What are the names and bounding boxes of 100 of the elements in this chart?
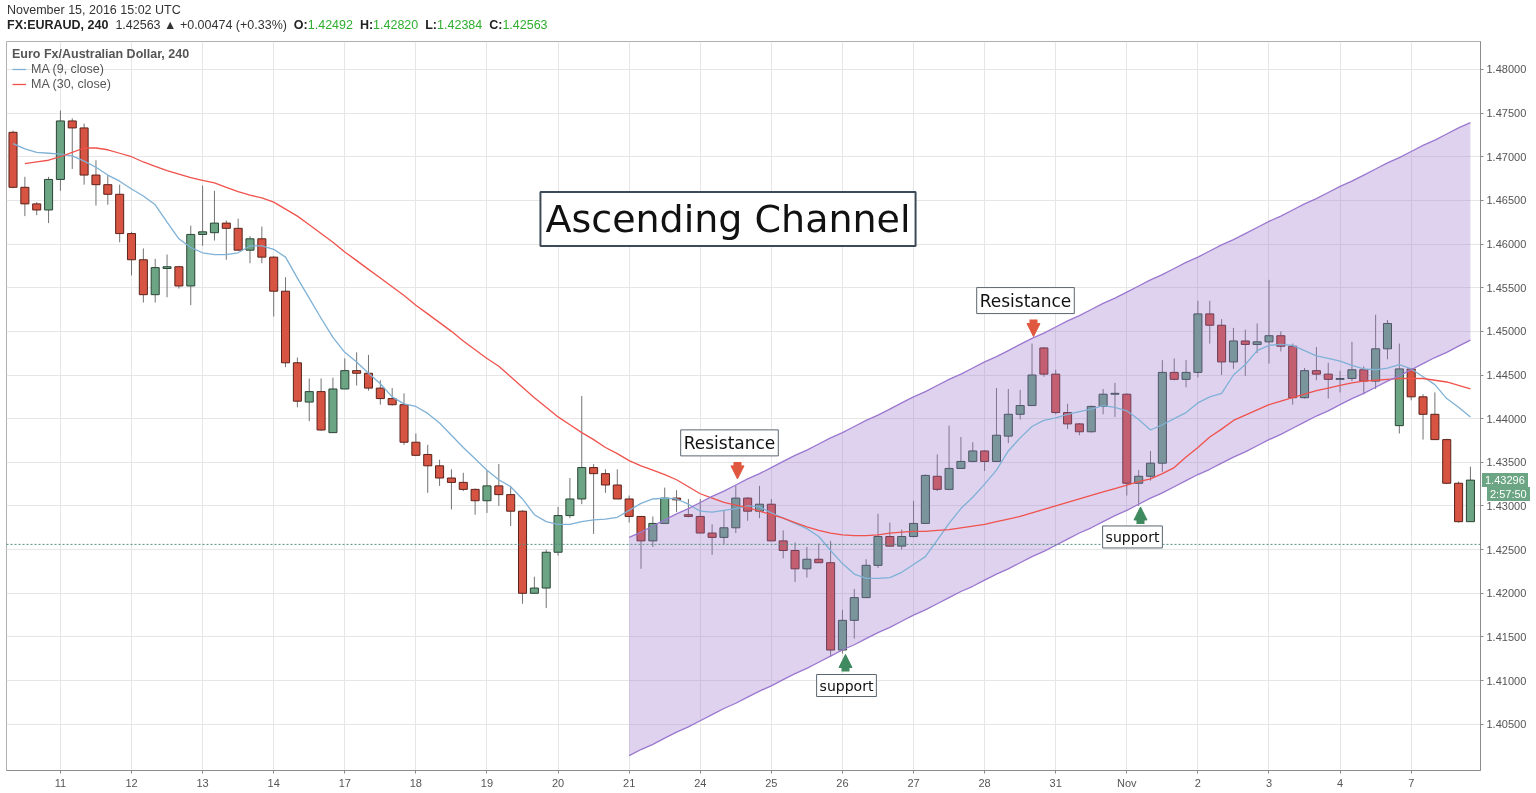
text: H:1.42820	[359, 18, 419, 32]
candlestick	[20, 176, 30, 217]
candlestick	[565, 477, 575, 519]
candlestick	[589, 463, 599, 535]
candlestick	[849, 588, 859, 640]
candlestick	[1347, 341, 1357, 382]
text: C:1.42563	[489, 18, 548, 32]
candlestick	[1015, 389, 1025, 421]
annotation: support	[819, 677, 874, 694]
y-tick-label: 1.43500	[1486, 456, 1527, 469]
candlestick	[600, 468, 610, 494]
candlestick	[423, 444, 433, 494]
x-tick-label: 18	[409, 776, 423, 789]
candlestick	[1335, 370, 1345, 393]
candlestick	[802, 546, 812, 579]
y-tick-label: 1.41000	[1486, 674, 1527, 687]
candlestick	[719, 509, 729, 545]
annotation: support	[1105, 528, 1160, 545]
y-tick-label: 1.41500	[1486, 630, 1527, 643]
text: 1.42563 ▲ +0.00474 (+0.33%)	[115, 18, 287, 32]
legend-label: MA (30, close)	[31, 77, 111, 91]
candlestick	[91, 159, 101, 207]
candlestick	[340, 357, 350, 390]
y-tick-label: 1.45500	[1486, 281, 1527, 294]
x-tick-label: 26	[836, 776, 849, 789]
y-tick-label: 1.44000	[1486, 412, 1527, 425]
candlestick	[209, 190, 219, 242]
candlestick	[1311, 346, 1321, 381]
candlestick	[162, 254, 172, 298]
candlestick	[103, 174, 113, 206]
x-tick-label: 13	[196, 776, 209, 789]
candlestick	[612, 468, 622, 500]
candlestick	[245, 235, 255, 264]
candlestick	[470, 488, 480, 516]
candlestick	[1240, 329, 1250, 377]
candlestick	[1323, 362, 1333, 400]
y-tick-label: 1.47000	[1486, 150, 1527, 163]
text: 2:57:50	[1487, 486, 1530, 501]
y-tick-label: 1.45000	[1486, 325, 1527, 338]
candlestick	[1228, 327, 1238, 370]
candlestick	[1359, 365, 1369, 395]
candlestick	[897, 529, 907, 551]
candlestick	[956, 436, 966, 469]
x-tick-label: 14	[267, 776, 280, 789]
candlestick	[494, 463, 504, 507]
candlestick	[624, 494, 634, 524]
candlestick	[778, 529, 788, 559]
candlestick	[707, 523, 717, 556]
annotation: Resistance	[683, 432, 776, 453]
candlestick	[233, 218, 243, 252]
candlestick	[1110, 382, 1120, 418]
candlestick	[363, 354, 374, 392]
candlestick	[1276, 330, 1286, 352]
legend-label: MA (9, close)	[31, 62, 104, 76]
candlestick	[375, 379, 385, 406]
candlestick	[885, 522, 895, 548]
candlestick	[944, 425, 954, 491]
candlestick	[1098, 388, 1108, 415]
candlestick	[221, 219, 231, 261]
x-tick-label: 7	[1408, 776, 1415, 789]
y-tick-label: 1.46500	[1486, 194, 1527, 207]
x-tick-label: 17	[338, 776, 351, 789]
x-tick-label: 19	[480, 776, 494, 789]
candlestick	[1145, 450, 1156, 482]
candlestick	[304, 378, 314, 422]
candlestick	[1264, 279, 1274, 365]
candlestick	[1205, 300, 1215, 345]
x-tick-label: 31	[1049, 776, 1062, 789]
y-tick-label: 1.46000	[1486, 238, 1527, 251]
y-tick-label: 1.43000	[1486, 499, 1527, 512]
candlestick	[257, 226, 267, 264]
candlestick	[446, 468, 456, 510]
text: Ascending Channel	[545, 197, 911, 241]
x-tick-label: 12	[125, 776, 138, 789]
x-tick-label: 20	[551, 776, 565, 789]
candlestick	[458, 472, 468, 492]
candlestick	[198, 185, 208, 247]
x-tick-label: Nov	[1117, 776, 1138, 789]
y-tick-label: 1.42000	[1486, 587, 1527, 600]
x-tick-label: 27	[907, 776, 920, 789]
candlestick	[352, 351, 362, 386]
x-tick-label: 28	[978, 776, 991, 789]
candlestick	[482, 469, 492, 514]
legend-title: Euro Fx/Australian Dollar, 240	[12, 47, 190, 61]
candlestick	[67, 117, 77, 170]
candlestick	[814, 543, 824, 564]
candlestick	[1418, 393, 1428, 441]
line-series	[628, 339, 1472, 757]
text: November 15, 2016 15:02 UTC	[7, 3, 181, 17]
candlestick	[932, 453, 942, 492]
text: FX:EURAUD, 240	[7, 18, 109, 32]
candlestick	[1252, 323, 1262, 354]
x-tick-label: 2	[1194, 776, 1201, 789]
y-tick-label: 1.42500	[1486, 543, 1527, 556]
candlestick	[648, 515, 658, 548]
y-tick-label: 1.40500	[1486, 718, 1527, 731]
annotation: Resistance	[979, 290, 1072, 311]
text: O:1.42492	[293, 18, 353, 32]
x-tick-label: 11	[54, 776, 67, 789]
x-tick-label: 21	[623, 776, 636, 789]
